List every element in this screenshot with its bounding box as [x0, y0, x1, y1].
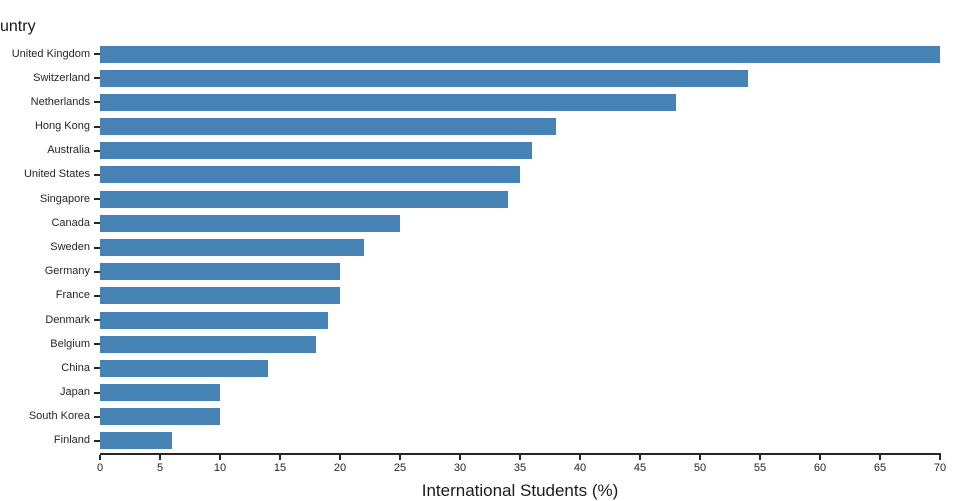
y-tick-mark — [94, 343, 100, 346]
bar-germany — [100, 263, 340, 281]
bar-japan — [100, 384, 220, 402]
x-tick-mark — [879, 455, 881, 460]
x-tick-mark — [939, 455, 941, 460]
bar-united-states — [100, 166, 520, 184]
bar-australia — [100, 142, 532, 160]
x-tick-mark — [219, 455, 221, 460]
x-tick-mark — [339, 455, 341, 460]
bar-france — [100, 287, 340, 305]
bar-netherlands — [100, 93, 676, 111]
x-tick-label-30: 30 — [453, 462, 467, 474]
y-tick-label-australia: Australia — [47, 144, 90, 157]
bar-singapore — [100, 190, 508, 208]
y-tick-mark — [94, 270, 100, 273]
bar-united-kingdom — [100, 45, 940, 63]
y-axis-title: untry — [0, 18, 36, 35]
x-tick-mark — [279, 455, 281, 460]
x-tick-label-60: 60 — [813, 462, 827, 474]
y-tick-label-netherlands: Netherlands — [30, 95, 90, 108]
x-tick-mark — [519, 455, 521, 460]
y-tick-mark — [94, 319, 100, 322]
x-tick-label-45: 45 — [633, 462, 647, 474]
x-tick-label-65: 65 — [873, 462, 887, 474]
y-tick-label-south-korea: South Korea — [28, 410, 90, 423]
y-tick-mark — [94, 149, 100, 152]
x-tick-label-25: 25 — [393, 462, 407, 474]
bar-canada — [100, 214, 400, 232]
y-tick-label-hong-kong: Hong Kong — [34, 120, 90, 133]
bar-switzerland — [100, 69, 748, 87]
x-tick-label-70: 70 — [933, 462, 947, 474]
x-tick-mark — [759, 455, 761, 460]
bar-denmark — [100, 311, 328, 329]
y-tick-label-singapore: Singapore — [39, 192, 90, 205]
y-tick-mark — [94, 198, 100, 201]
x-tick-label-5: 5 — [156, 462, 164, 474]
x-tick-label-40: 40 — [573, 462, 587, 474]
y-tick-mark — [94, 294, 100, 297]
y-tick-mark — [94, 173, 100, 176]
y-tick-label-finland: Finland — [53, 434, 90, 447]
x-tick-label-15: 15 — [273, 462, 287, 474]
y-tick-mark — [94, 53, 100, 56]
x-tick-label-35: 35 — [513, 462, 527, 474]
bar-south-korea — [100, 408, 220, 426]
x-tick-mark — [819, 455, 821, 460]
y-tick-label-japan: Japan — [60, 386, 90, 399]
x-tick-mark — [639, 455, 641, 460]
x-tick-label-50: 50 — [693, 462, 707, 474]
y-tick-label-canada: Canada — [51, 216, 90, 229]
y-tick-label-united-states: United States — [23, 168, 90, 181]
x-tick-mark — [459, 455, 461, 460]
x-tick-mark — [399, 455, 401, 460]
y-tick-label-denmark: Denmark — [45, 313, 90, 326]
y-tick-mark — [94, 222, 100, 225]
y-tick-mark — [94, 125, 100, 128]
x-tick-mark — [699, 455, 701, 460]
y-tick-mark — [94, 367, 100, 370]
y-tick-label-france: France — [55, 289, 90, 302]
x-tick-label-55: 55 — [753, 462, 767, 474]
y-tick-label-united-kingdom: United Kingdom — [11, 47, 90, 60]
y-tick-label-switzerland: Switzerland — [33, 71, 90, 84]
bar-hong-kong — [100, 118, 556, 136]
bar-china — [100, 359, 268, 377]
y-tick-label-china: China — [61, 361, 90, 374]
bar-sweden — [100, 239, 364, 256]
plot-area — [100, 42, 940, 453]
y-tick-mark — [94, 101, 100, 104]
bar-belgium — [100, 335, 316, 353]
x-tick-label-0: 0 — [96, 462, 104, 474]
y-tick-label-belgium: Belgium — [50, 337, 90, 350]
y-tick-label-germany: Germany — [44, 265, 90, 278]
x-axis-line — [100, 453, 941, 455]
y-tick-mark — [94, 246, 100, 249]
x-tick-mark — [579, 455, 581, 460]
y-tick-label-sweden: Sweden — [50, 241, 90, 253]
x-tick-mark — [159, 455, 161, 460]
y-tick-mark — [94, 77, 100, 80]
y-tick-mark — [94, 391, 100, 394]
x-tick-mark — [99, 455, 101, 460]
x-tick-label-10: 10 — [213, 462, 227, 474]
y-tick-mark — [94, 439, 100, 442]
x-tick-label-20: 20 — [333, 462, 347, 474]
bar-finland — [100, 432, 172, 450]
y-tick-mark — [94, 415, 100, 418]
x-axis-label: International Students (%) — [421, 481, 619, 500]
